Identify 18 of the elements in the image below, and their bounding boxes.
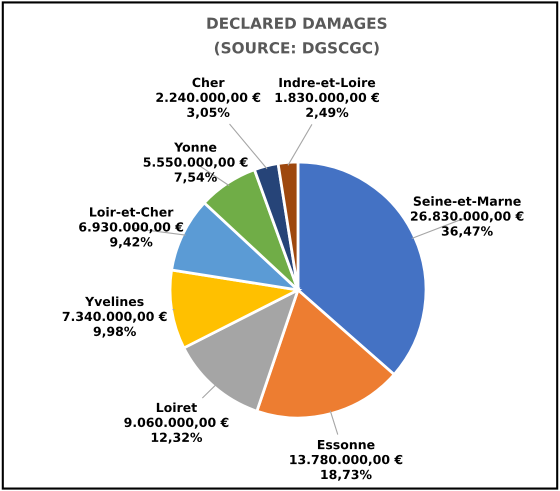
slice-label: Loir-et-Cher — [90, 207, 174, 217]
slice-label: Indre-et-Loire — [279, 78, 376, 88]
data-label: 2.240.000,00 € 3,05% — [156, 92, 260, 119]
data-label: 7.340.000,00 € 9,98% — [62, 312, 167, 338]
data-label: 1.830.000,00 € 2,49% — [276, 92, 379, 119]
data-label: 26.830.000,00 € 36,47% — [410, 211, 524, 238]
slice-label: Yonne — [174, 142, 216, 152]
data-label: 13.780.000,00 € 18,73% — [290, 454, 402, 481]
slice-label: Yvelines — [85, 296, 144, 306]
data-label: 6.930.000,00 € 9,42% — [79, 222, 184, 248]
chart-title: DECLARED DAMAGES — [207, 17, 386, 30]
data-label: 5.550.000,00 € 7,54% — [144, 157, 248, 184]
slice-label: Seine-et-Marne — [414, 196, 521, 206]
chart-subtitle: (SOURCE: DGSCGC) — [214, 42, 379, 56]
slice-label: Cher — [192, 77, 225, 88]
data-label: 9.060.000,00 € 12,32% — [124, 418, 228, 444]
slice-label: Essonne — [318, 440, 374, 450]
slice-label: Loiret — [156, 402, 197, 412]
